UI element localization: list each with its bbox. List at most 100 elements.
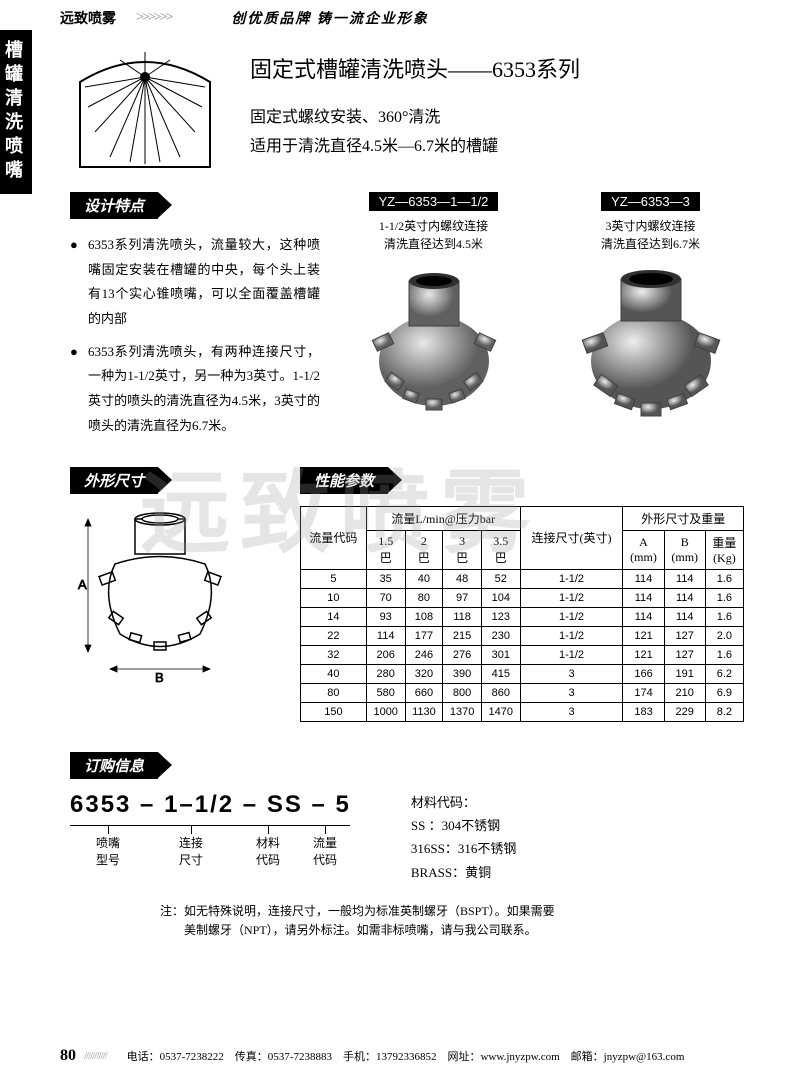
table-cell: 390 (443, 664, 482, 683)
order-label: 订购信息 (70, 752, 158, 779)
table-cell: 80 (405, 588, 443, 607)
table-cell: 108 (405, 607, 443, 626)
table-cell: 580 (366, 683, 405, 702)
hero-sub2: 适用于清洗直径4.5米—6.7米的槽罐 (250, 133, 580, 162)
product-model-label: YZ—6353—3 (601, 192, 700, 211)
spec-table-wrap: 性能参数 流量代码 流量L/min@压力bar 连接尺寸(英寸) 外形尺寸及重量… (300, 467, 744, 722)
spec-label: 性能参数 (300, 467, 388, 494)
table-cell: 8.2 (705, 702, 743, 721)
order-breakdown: 喷嘴 型号 连接 尺寸 材料 代码 流量 代码 (70, 825, 351, 868)
table-cell: 1-1/2 (520, 645, 623, 664)
table-cell: 118 (443, 607, 482, 626)
header-arrows: >>>>>> (136, 10, 171, 26)
table-cell: 40 (301, 664, 367, 683)
footer-contact: 电话：0537-7238222 传真：0537-7238883 手机：13792… (127, 1048, 685, 1064)
table-cell: 246 (405, 645, 443, 664)
th-p15: 1.5 巴 (366, 530, 405, 569)
product-desc-line: 3英寸内螺纹连接 (557, 217, 744, 235)
table-cell: 127 (664, 645, 705, 664)
hero-section: 固定式槽罐清洗喷头——6353系列 固定式螺纹安装、360°清洗 适用于清洗直径… (0, 32, 794, 182)
order-code-block: 6353 – 1–1/2 – SS – 5 喷嘴 型号 连接 尺寸 材料 代码 … (70, 791, 351, 885)
table-cell: 191 (664, 664, 705, 683)
product-model-label: YZ—6353—1—1/2 (369, 192, 499, 211)
table-cell: 6.2 (705, 664, 743, 683)
products-row: YZ—6353—1—1/2 1-1/2英寸内螺纹连接 清洗直径达到4.5米 (340, 192, 744, 447)
table-row: 150100011301370147031832298.2 (301, 702, 744, 721)
product-desc-line: 清洗直径达到4.5米 (340, 235, 527, 253)
mid-section: 设计特点 6353系列清洗喷头，流量较大，这种喷嘴固定安装在槽罐的中央，每个头上… (0, 182, 794, 457)
th-code: 流量代码 (301, 506, 367, 569)
table-cell: 1-1/2 (520, 569, 623, 588)
table-cell: 14 (301, 607, 367, 626)
table-cell: 230 (481, 626, 520, 645)
mat-line: 316SS：316不锈钢 (411, 837, 516, 860)
table-cell: 1.6 (705, 607, 743, 626)
th-p35: 3.5 巴 (481, 530, 520, 569)
table-cell: 93 (366, 607, 405, 626)
table-cell: 183 (623, 702, 664, 721)
page-number: 80 (60, 1047, 76, 1065)
order-part: 材料 代码 (236, 825, 300, 868)
mat-line: BRASS：黄铜 (411, 861, 516, 884)
page-footer: 80 /////////// 电话：0537-7238222 传真：0537-7… (60, 1047, 754, 1065)
design-features: 设计特点 6353系列清洗喷头，流量较大，这种喷嘴固定安装在槽罐的中央，每个头上… (70, 192, 320, 447)
table-cell: 114 (366, 626, 405, 645)
th-b: B (mm) (664, 530, 705, 569)
table-cell: 280 (366, 664, 405, 683)
table-cell: 1.6 (705, 645, 743, 664)
table-cell: 48 (443, 569, 482, 588)
table-cell: 1.6 (705, 569, 743, 588)
table-cell: 123 (481, 607, 520, 626)
mat-label: 材料代码： (411, 791, 516, 814)
product-image (349, 261, 519, 431)
table-cell: 114 (664, 569, 705, 588)
table-cell: 215 (443, 626, 482, 645)
design-point: 6353系列清洗喷头，有两种连接尺寸，一种为1-1/2英寸，另一种为3英寸。1-… (70, 340, 320, 439)
table-cell: 3 (520, 683, 623, 702)
table-cell: 301 (481, 645, 520, 664)
th-p3: 3 巴 (443, 530, 482, 569)
dim-label: 外形尺寸 (70, 467, 158, 494)
table-cell: 6.9 (705, 683, 743, 702)
note-line: 美制螺牙（NPT），请另外标注。如需非标喷嘴，请与我公司联系。 (160, 921, 744, 940)
th-a: A (mm) (623, 530, 664, 569)
table-cell: 206 (366, 645, 405, 664)
product-2: YZ—6353—3 3英寸内螺纹连接 清洗直径达到6.7米 (557, 192, 744, 447)
footer-stripes: /////////// (84, 1050, 107, 1062)
table-cell: 860 (481, 683, 520, 702)
spec-table: 流量代码 流量L/min@压力bar 连接尺寸(英寸) 外形尺寸及重量 1.5 … (300, 506, 744, 722)
material-codes: 材料代码： SS ：304不锈钢 316SS：316不锈钢 BRASS：黄铜 (411, 791, 516, 885)
table-cell: 114 (623, 569, 664, 588)
table-cell: 52 (481, 569, 520, 588)
brand-name: 远致喷雾 (60, 8, 116, 28)
table-cell: 1-1/2 (520, 588, 623, 607)
order-part: 连接 尺寸 (146, 825, 236, 868)
note-line: 注：如无特殊说明，连接尺寸，一般均为标准英制螺牙（BSPT）。如果需要 (160, 902, 744, 921)
table-cell: 2.0 (705, 626, 743, 645)
table-cell: 32 (301, 645, 367, 664)
table-cell: 22 (301, 626, 367, 645)
table-cell: 35 (366, 569, 405, 588)
design-label: 设计特点 (70, 192, 158, 219)
table-cell: 121 (623, 645, 664, 664)
table-cell: 70 (366, 588, 405, 607)
specs-section: 外形尺寸 A (0, 457, 794, 732)
th-flow: 流量L/min@压力bar (366, 506, 520, 530)
table-cell: 3 (520, 702, 623, 721)
dimension-diagram: 外形尺寸 A (70, 467, 270, 722)
table-row: 5354048521-1/21141141.6 (301, 569, 744, 588)
hero-sub1: 固定式螺纹安装、360°清洗 (250, 104, 580, 133)
table-cell: 1000 (366, 702, 405, 721)
spray-pattern-diagram (70, 42, 220, 172)
order-code: 6353 – 1–1/2 – SS – 5 (70, 791, 351, 819)
table-cell: 3 (520, 664, 623, 683)
dimension-svg: A B (70, 504, 250, 684)
table-cell: 415 (481, 664, 520, 683)
header-slogan: 创优质品牌 铸一流企业形象 (231, 8, 429, 28)
product-1: YZ—6353—1—1/2 1-1/2英寸内螺纹连接 清洗直径达到4.5米 (340, 192, 527, 447)
table-cell: 150 (301, 702, 367, 721)
table-cell: 104 (481, 588, 520, 607)
side-category-tab: 槽罐清洗喷嘴 (0, 30, 32, 194)
svg-text:B: B (155, 670, 164, 684)
order-part: 流量 代码 (300, 825, 350, 868)
